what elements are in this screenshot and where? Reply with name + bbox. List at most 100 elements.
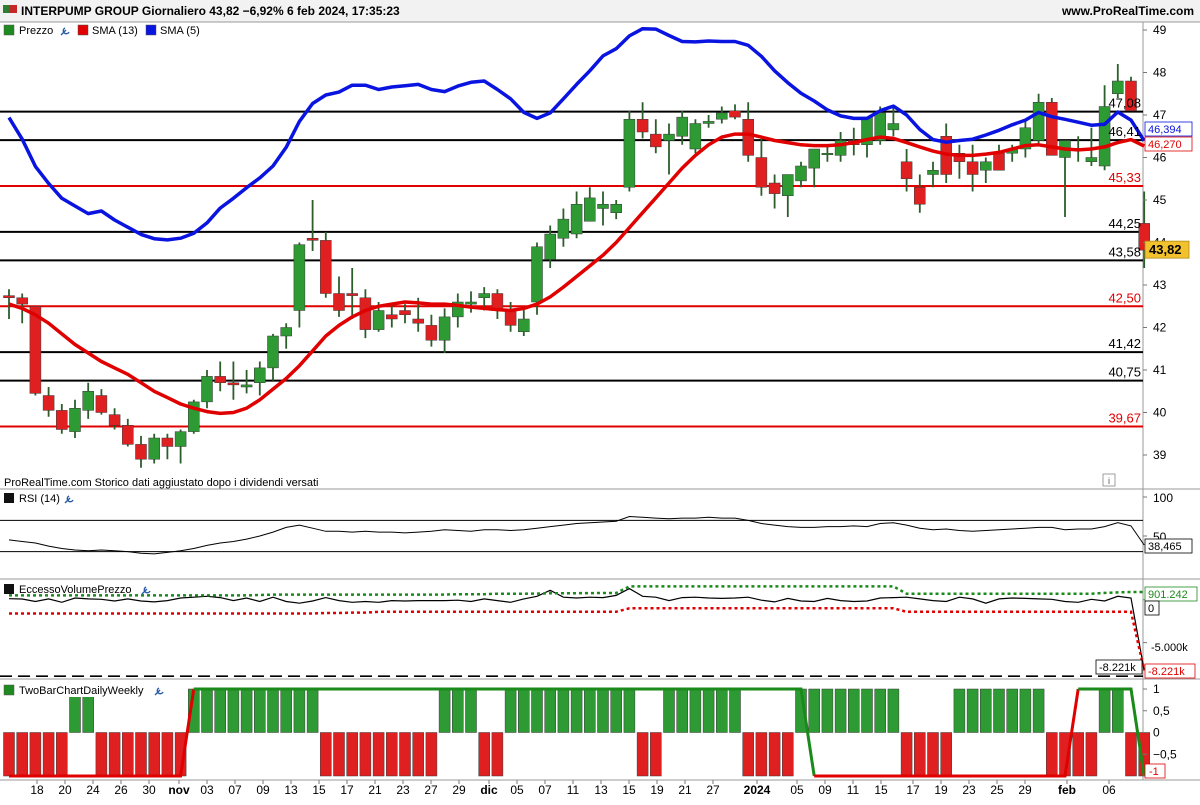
sma-lines (7, 26, 1146, 416)
tbc-bar (1072, 732, 1084, 777)
tbc-bar (201, 688, 213, 733)
candle-body (1098, 106, 1111, 167)
x-tick-label: 24 (86, 783, 100, 797)
x-tick-label: 27 (424, 783, 438, 797)
tbc-bar (927, 732, 939, 777)
level-label-8: 39,67 (1108, 411, 1141, 426)
candle (333, 276, 345, 317)
tbc-bar (1098, 688, 1111, 733)
y-tick-label: 39 (1153, 448, 1167, 462)
candle-body (82, 391, 94, 411)
tbc-bar (386, 732, 398, 777)
tbc-line-segment (814, 688, 1080, 778)
candle-body (227, 382, 240, 386)
sma5-line (7, 26, 1146, 242)
candle (201, 370, 213, 409)
x-tick-label: 09 (818, 783, 832, 797)
candle-body (768, 182, 781, 194)
candle (438, 308, 451, 353)
candle (742, 102, 754, 162)
wrench-icon[interactable] (60, 27, 70, 36)
wrench-icon[interactable] (64, 495, 74, 504)
tbc-bar (848, 688, 860, 733)
candle-body (610, 204, 622, 213)
candle-body (504, 310, 517, 326)
svg-text:46,394: 46,394 (1148, 124, 1182, 136)
candle-body (557, 218, 570, 239)
tbc-bar (834, 688, 847, 733)
level-labels: 47,08 46,41 45,33 44,25 43,58 42,50 41,42 40,75… (1108, 96, 1141, 426)
candle (346, 268, 358, 319)
tbc-bar (478, 732, 490, 777)
candle (716, 106, 728, 124)
candle (518, 306, 530, 336)
wrench-icon[interactable] (154, 687, 164, 696)
svg-text:i: i (1108, 476, 1110, 486)
tbc-bar (623, 688, 636, 733)
x-tick-label: 15 (622, 783, 636, 797)
candle (584, 187, 596, 222)
tbc-bar (438, 688, 451, 733)
candle-body (280, 327, 292, 337)
svg-text:-8.221k: -8.221k (1148, 666, 1185, 678)
tbc-bar (504, 688, 517, 733)
candle-body (821, 153, 834, 155)
candle-body (1046, 102, 1058, 156)
candle (1138, 191, 1150, 268)
x-tick-label: 06 (1102, 783, 1116, 797)
site-label[interactable]: www.ProRealTime.com (1061, 4, 1194, 18)
candle (597, 191, 609, 226)
candle-body (702, 121, 715, 124)
candle-body (544, 233, 556, 260)
candle-body (716, 112, 728, 120)
candle (42, 387, 55, 417)
x-tick-label: dic (480, 783, 498, 797)
candle (399, 304, 411, 324)
info-icon[interactable]: i (1102, 473, 1116, 487)
app-icon (3, 5, 17, 13)
tbc-legend: TwoBarChartDailyWeekly (3, 683, 164, 697)
candle-body (729, 110, 741, 118)
candle (795, 161, 807, 188)
candle-body (597, 204, 609, 209)
rsi-legend-label: RSI (14) (19, 493, 60, 505)
sma13-legend-label: SMA (13) (92, 25, 138, 37)
wrench-icon[interactable] (141, 586, 151, 595)
tbc-bar (320, 732, 332, 777)
candle (1019, 119, 1032, 158)
candle (663, 123, 675, 175)
sma5-legend-label: SMA (5) (160, 25, 200, 37)
tbc-bar (636, 732, 649, 777)
sma13-line (8, 132, 1145, 416)
tbc-bar (452, 688, 464, 733)
candle-body (689, 123, 702, 150)
candle (478, 287, 490, 311)
tbc-bar (254, 688, 266, 733)
candle (174, 429, 187, 464)
x-tick-label: 27 (706, 783, 720, 797)
candle-body (201, 376, 213, 403)
y-tick-label: −0,5 (1153, 747, 1177, 761)
rsi-line (8, 515, 1145, 555)
tbc-bar (900, 732, 913, 777)
tbc-bar (108, 732, 121, 777)
candle (306, 200, 319, 251)
y-tick-label: 100 (1153, 491, 1173, 505)
x-tick-label: 19 (650, 783, 664, 797)
y-tick-label: 46 (1153, 151, 1167, 165)
tbc-bar (214, 688, 226, 733)
candle (1125, 76, 1137, 111)
x-tick-label: 30 (142, 783, 156, 797)
evp-plot (0, 585, 1146, 677)
tbc-bar (570, 688, 583, 733)
tbc-bar (267, 688, 279, 733)
candle (1098, 85, 1111, 171)
tbc-bar (227, 688, 240, 733)
y-tick-label: 45 (1153, 193, 1167, 207)
candle (465, 291, 477, 313)
candle (914, 174, 926, 213)
candle (570, 191, 583, 239)
